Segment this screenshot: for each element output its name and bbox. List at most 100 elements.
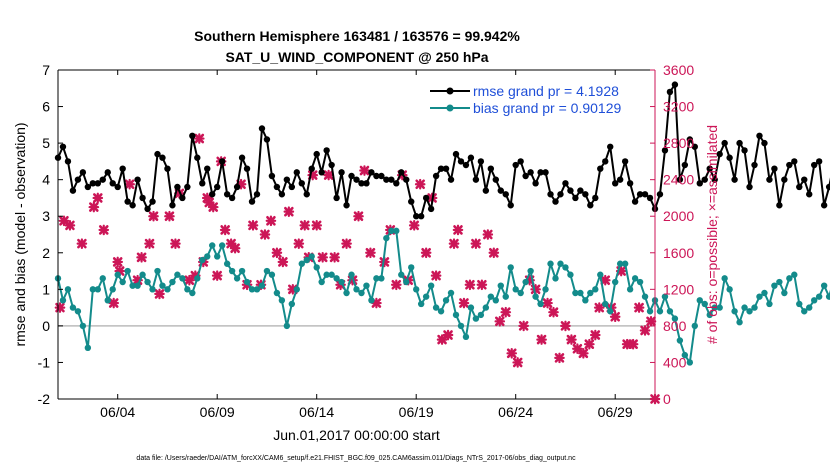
rmse-point — [567, 187, 574, 194]
rmse-point — [348, 172, 355, 180]
bias-point — [109, 286, 116, 293]
bias-point — [671, 315, 679, 322]
obs-marker — [170, 238, 181, 249]
bias-point — [557, 260, 564, 267]
rmse-point — [656, 191, 664, 198]
rmse-point — [806, 191, 813, 198]
bias-point — [781, 289, 788, 297]
bias-point — [209, 242, 216, 249]
rmse-point — [278, 191, 286, 198]
bias-point — [358, 289, 365, 297]
rmse-series — [54, 81, 830, 220]
bias-point — [502, 293, 509, 300]
bias-point — [522, 278, 529, 286]
obs-marker — [554, 352, 565, 364]
rmse-point — [452, 150, 460, 158]
rmse-point — [746, 183, 753, 191]
bias-point — [527, 267, 534, 275]
bias-point — [731, 308, 738, 315]
bias-point — [472, 315, 480, 322]
rmse-point — [403, 176, 410, 183]
rmse-point — [134, 176, 141, 183]
x-tick-label: 06/14 — [299, 404, 334, 420]
bias-point — [547, 260, 554, 267]
rmse-point — [209, 191, 216, 198]
y-tick-label: 7 — [42, 62, 50, 78]
bias-series — [54, 227, 830, 366]
rmse-point — [631, 198, 639, 205]
obs-marker — [124, 178, 135, 190]
rmse-point — [587, 202, 594, 209]
obs-marker — [193, 133, 205, 144]
y-tick-label: 2 — [42, 245, 50, 261]
bias-point — [149, 286, 156, 293]
bias-point — [169, 278, 176, 286]
rmse-point — [825, 183, 830, 191]
obs-marker — [464, 279, 476, 291]
y2-tick-label: 400 — [663, 354, 687, 370]
rmse-point — [636, 191, 644, 198]
bias-point — [447, 289, 455, 297]
bias-point — [79, 322, 87, 330]
legend-label-rmse: rmse grand pr = 4.1928 — [473, 83, 619, 99]
rmse-point — [388, 176, 395, 183]
obs-marker — [299, 220, 311, 231]
rmse-point — [557, 191, 564, 198]
rmse-point — [353, 176, 360, 183]
bias-point — [288, 300, 296, 308]
bias-point — [631, 275, 639, 282]
bias-point — [204, 253, 211, 260]
obs-marker — [229, 242, 241, 254]
bias-point — [477, 311, 485, 319]
rmse-point — [64, 158, 72, 165]
y2-tick-label: 0 — [663, 391, 671, 407]
bias-point — [661, 293, 669, 300]
obs-marker — [414, 178, 426, 190]
obs-marker — [88, 201, 100, 213]
obs-marker — [609, 311, 621, 323]
rmse-point — [646, 194, 654, 202]
y2-axis-label: # of obs: o=possible; ×=assimilated — [704, 125, 720, 344]
bias-point — [517, 289, 524, 297]
bias-point — [378, 275, 385, 282]
rmse-point — [119, 165, 126, 172]
bias-point — [746, 308, 753, 315]
bias-point — [119, 278, 126, 286]
rmse-point — [666, 88, 674, 96]
rmse-point — [228, 194, 236, 202]
x-tick-label: 06/04 — [100, 404, 135, 420]
obs-marker — [108, 297, 120, 309]
bias-point — [796, 300, 803, 308]
rmse-point — [562, 180, 569, 187]
y-tick-label: 5 — [42, 135, 50, 151]
rmse-point — [527, 169, 534, 176]
obs-marker — [329, 252, 340, 263]
rmse-point — [199, 180, 206, 187]
rmse-point — [393, 180, 400, 187]
rmse-point — [298, 180, 305, 187]
rmse-point — [338, 169, 345, 176]
y2-tick-label: 2800 — [663, 135, 694, 151]
plot-background — [58, 70, 655, 399]
rmse-point — [124, 198, 131, 205]
bias-point — [626, 286, 634, 293]
bias-point — [268, 271, 276, 278]
rmse-point — [582, 191, 589, 198]
rmse-point — [815, 158, 823, 165]
bias-point — [223, 260, 231, 267]
obs-marker — [371, 297, 382, 309]
chart-subtitle: SAT_U_WIND_COMPONENT @ 250 hPa — [225, 49, 488, 65]
rmse-point — [432, 172, 440, 180]
rmse-point — [308, 165, 315, 172]
rmse-point — [144, 205, 151, 213]
rmse-point — [233, 183, 241, 191]
y-tick-label: -2 — [38, 391, 51, 407]
obs-marker — [536, 334, 547, 345]
rmse-point — [766, 176, 773, 183]
bias-point — [751, 304, 758, 311]
rmse-point — [149, 198, 156, 205]
rmse-point — [89, 180, 97, 187]
rmse-point — [502, 191, 509, 198]
rmse-point — [542, 169, 549, 176]
obs-marker — [518, 320, 529, 332]
